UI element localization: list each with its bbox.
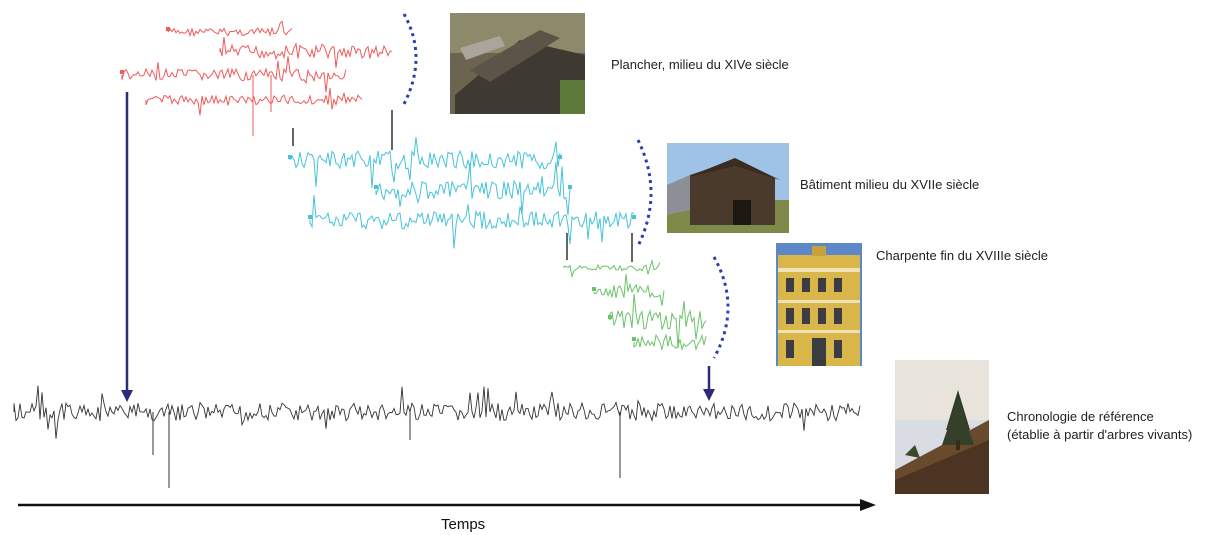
connector-arrows (121, 92, 715, 402)
frame-sample-1 (563, 258, 661, 279)
building-sample-1-end (558, 155, 562, 159)
floor-to-reference-arrowhead (121, 390, 133, 402)
frame-sample-4 (633, 333, 707, 351)
floor-sample-3-start (120, 70, 124, 74)
floor-sample-1 (167, 20, 293, 38)
floor-sample-1-start (166, 27, 170, 31)
building-sample-1 (289, 137, 561, 189)
frame-to-reference-arrowhead (703, 389, 715, 401)
floor-sample-3 (121, 56, 347, 93)
reference-chronology-series (13, 385, 861, 439)
building-sample-1-start (288, 155, 292, 159)
frame-bracket (712, 256, 730, 359)
frame-sample-4-start (632, 337, 636, 341)
building-sample-2-start (374, 185, 378, 189)
building-sample-3-end (632, 215, 636, 219)
floor-sample-2 (219, 36, 393, 68)
photo-floor (450, 13, 585, 114)
floor-bracket (402, 13, 418, 105)
reference-label-line2: (établie à partir d'arbres vivants) (1007, 427, 1193, 442)
ring-width-series-layer (13, 20, 861, 488)
frame-sample-3-start (608, 315, 612, 319)
photo-frame (776, 243, 862, 366)
building-bracket (636, 139, 653, 247)
time-axis-arrowhead (860, 499, 876, 511)
building-sample-3-start (308, 215, 312, 219)
photo-reference (895, 360, 989, 494)
time-axis (18, 499, 876, 511)
building-sample-2-end (568, 185, 572, 189)
photo-building (667, 143, 789, 233)
frame-sample-2 (593, 274, 665, 306)
building-label: Bâtiment milieu du XVIIe siècle (800, 177, 980, 192)
time-axis-label: Temps (441, 516, 486, 533)
building-sample-3 (309, 194, 635, 249)
floor-label: Plancher, milieu du XIVe siècle (611, 57, 789, 72)
reference-label-line1: Chronologie de référence (1007, 409, 1154, 424)
frame-sample-3 (609, 294, 707, 349)
frame-sample-2-start (592, 287, 596, 291)
building-sample-2 (375, 161, 571, 216)
frame-label: Charpente fin du XVIIIe siècle (876, 248, 1048, 263)
floor-sample-4 (145, 87, 363, 116)
